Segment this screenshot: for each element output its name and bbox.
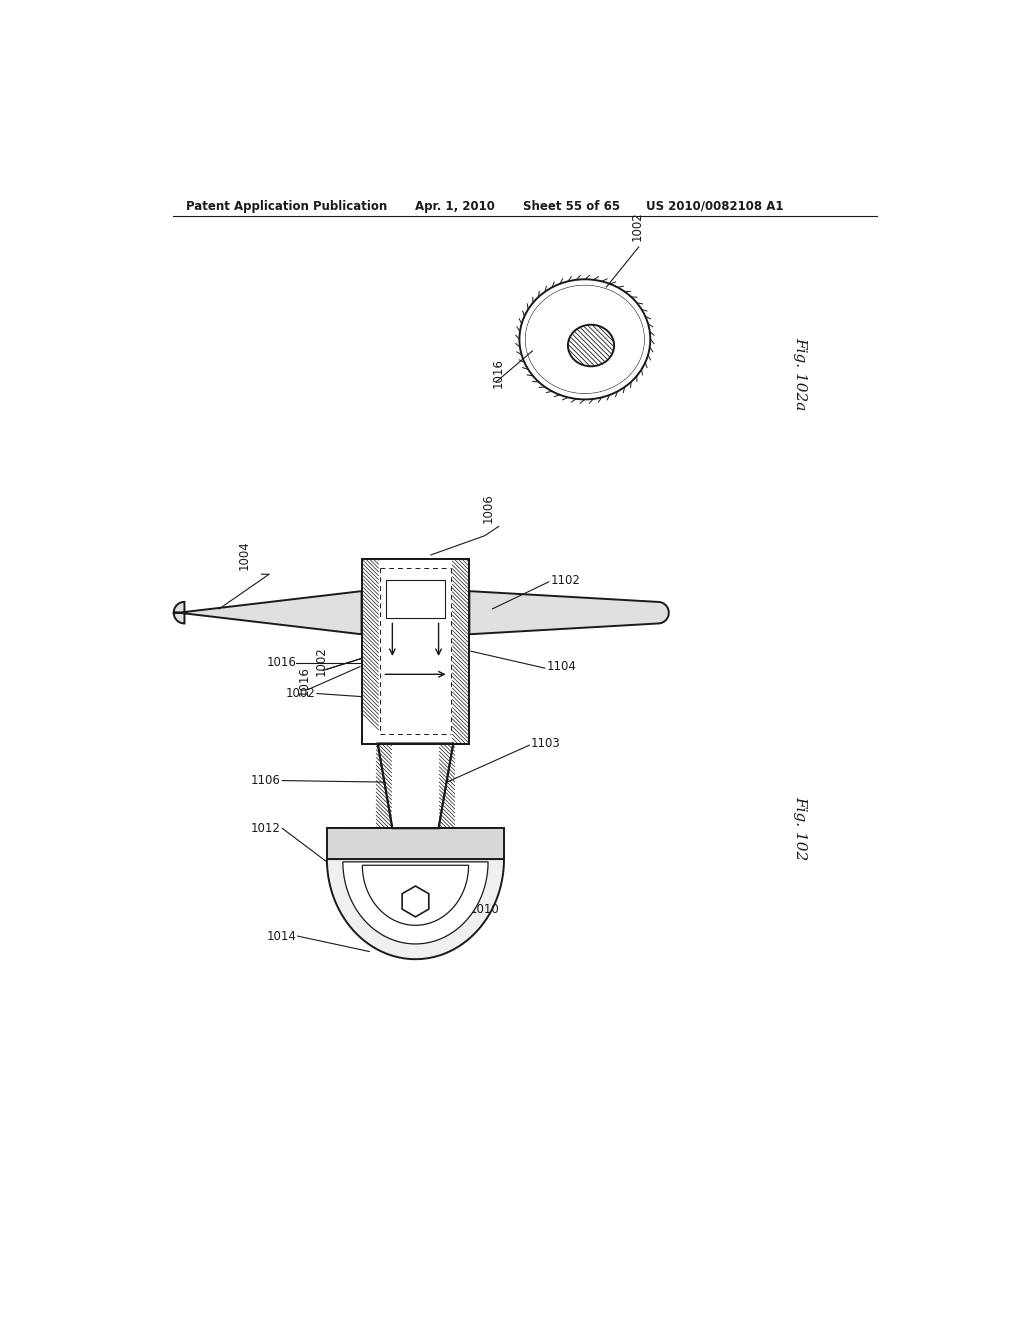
Bar [361,558,469,743]
Text: 1006: 1006 [482,492,496,523]
Text: 1016: 1016 [297,667,310,696]
Text: 1016: 1016 [266,656,296,669]
Text: 1102: 1102 [550,574,580,587]
Text: 1010: 1010 [469,903,499,916]
Polygon shape [343,862,488,944]
Text: Patent Application Publication: Patent Application Publication [186,199,387,213]
Bar [327,829,504,859]
Text: 1002: 1002 [631,211,644,240]
Text: 1002: 1002 [315,645,328,676]
Text: 1104: 1104 [547,660,577,673]
Polygon shape [362,866,469,925]
Polygon shape [378,743,454,829]
Text: 1002: 1002 [286,686,315,700]
Text: Sheet 55 of 65: Sheet 55 of 65 [523,199,621,213]
Text: 1012: 1012 [251,822,281,834]
Text: 1103: 1103 [531,737,561,750]
Text: US 2010/0082108 A1: US 2010/0082108 A1 [646,199,784,213]
Text: 1014: 1014 [266,929,296,942]
Ellipse shape [568,325,614,367]
Ellipse shape [525,285,644,393]
Polygon shape [402,886,429,917]
Text: 1106: 1106 [251,774,281,787]
Text: 1004: 1004 [238,541,251,570]
Polygon shape [327,859,504,960]
Polygon shape [174,591,361,635]
Text: 1016: 1016 [492,358,505,388]
Text: Fig. 102a: Fig. 102a [794,338,808,411]
Bar [386,579,444,618]
Text: Apr. 1, 2010: Apr. 1, 2010 [416,199,496,213]
Bar [361,558,469,743]
Polygon shape [469,591,669,635]
Text: Fig. 102: Fig. 102 [794,796,808,861]
